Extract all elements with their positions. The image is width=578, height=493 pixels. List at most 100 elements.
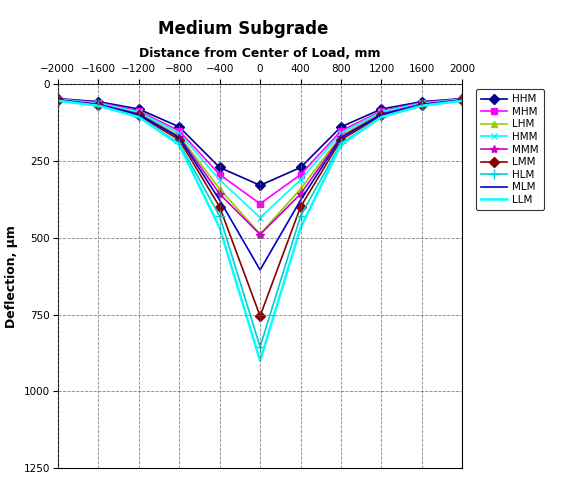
LHM	[338, 133, 344, 139]
MLM	[95, 102, 102, 107]
HLM	[95, 103, 102, 108]
MHM	[459, 96, 466, 102]
HMM	[418, 100, 425, 106]
LLM	[378, 114, 385, 120]
MLM	[459, 97, 466, 103]
HMM	[176, 130, 183, 136]
HHM	[257, 182, 264, 188]
HHM	[338, 124, 344, 130]
HLM	[54, 98, 61, 104]
LLM	[459, 98, 466, 104]
MHM	[54, 96, 61, 102]
Line: HLM: HLM	[53, 96, 467, 352]
Line: LLM: LLM	[58, 101, 462, 361]
MLM	[338, 135, 344, 141]
HHM	[216, 165, 223, 171]
LLM	[135, 114, 142, 120]
Line: LMM: LMM	[54, 97, 466, 319]
Line: MMM: MMM	[54, 96, 466, 239]
MMM	[257, 232, 264, 238]
Line: MLM: MLM	[58, 100, 462, 270]
HHM	[54, 96, 61, 102]
HHM	[135, 106, 142, 112]
MHM	[257, 201, 264, 207]
LMM	[378, 112, 385, 118]
HMM	[54, 96, 61, 102]
MMM	[378, 111, 385, 117]
LLM	[338, 142, 344, 148]
Legend: HHM, MHM, LHM, HMM, MMM, LMM, HLM, MLM, LLM: HHM, MHM, LHM, HMM, MMM, LMM, HLM, MLM, …	[476, 89, 544, 211]
HMM	[135, 109, 142, 115]
LMM	[216, 204, 223, 210]
LMM	[297, 204, 304, 210]
MLM	[176, 135, 183, 141]
MHM	[176, 128, 183, 134]
MLM	[216, 197, 223, 203]
LMM	[257, 313, 264, 319]
HLM	[378, 114, 385, 120]
Line: LHM: LHM	[54, 96, 466, 238]
MHM	[338, 128, 344, 134]
HHM	[459, 96, 466, 102]
Line: MHM: MHM	[54, 96, 466, 207]
HHM	[95, 99, 102, 105]
HHM	[176, 124, 183, 130]
MMM	[176, 134, 183, 140]
LLM	[257, 358, 264, 364]
MLM	[378, 111, 385, 117]
MMM	[338, 134, 344, 140]
HLM	[338, 140, 344, 146]
LMM	[176, 137, 183, 143]
LLM	[297, 225, 304, 231]
HHM	[378, 106, 385, 112]
HMM	[338, 130, 344, 136]
MHM	[216, 172, 223, 177]
LMM	[459, 97, 466, 103]
LLM	[54, 98, 61, 104]
LHM	[378, 110, 385, 116]
LHM	[257, 231, 264, 237]
HHM	[418, 99, 425, 105]
MLM	[418, 102, 425, 107]
Line: HMM: HMM	[54, 96, 466, 221]
HLM	[257, 344, 264, 350]
LMM	[54, 97, 61, 103]
LLM	[418, 103, 425, 108]
LHM	[459, 97, 466, 103]
LHM	[418, 101, 425, 107]
LHM	[176, 133, 183, 139]
LHM	[297, 186, 304, 192]
MMM	[135, 111, 142, 117]
MMM	[95, 101, 102, 107]
HMM	[257, 214, 264, 220]
HLM	[297, 213, 304, 219]
MMM	[297, 191, 304, 197]
X-axis label: Distance from Center of Load, mm: Distance from Center of Load, mm	[139, 47, 381, 60]
LLM	[176, 142, 183, 148]
MHM	[95, 100, 102, 106]
MLM	[297, 197, 304, 203]
LLM	[216, 225, 223, 231]
LHM	[135, 110, 142, 116]
MHM	[418, 100, 425, 106]
HLM	[459, 98, 466, 104]
LHM	[216, 186, 223, 192]
Line: HHM: HHM	[54, 95, 466, 189]
LMM	[95, 102, 102, 107]
LMM	[338, 137, 344, 143]
MMM	[418, 101, 425, 107]
HMM	[459, 96, 466, 102]
MHM	[135, 108, 142, 114]
HMM	[95, 100, 102, 106]
LLM	[95, 103, 102, 108]
MHM	[378, 108, 385, 114]
LHM	[95, 101, 102, 107]
HMM	[378, 109, 385, 115]
HLM	[418, 103, 425, 108]
Text: Medium Subgrade: Medium Subgrade	[158, 20, 328, 38]
HMM	[297, 177, 304, 183]
MMM	[459, 97, 466, 103]
Y-axis label: Deflection, μm: Deflection, μm	[5, 225, 18, 327]
HLM	[135, 114, 142, 120]
LMM	[135, 112, 142, 118]
